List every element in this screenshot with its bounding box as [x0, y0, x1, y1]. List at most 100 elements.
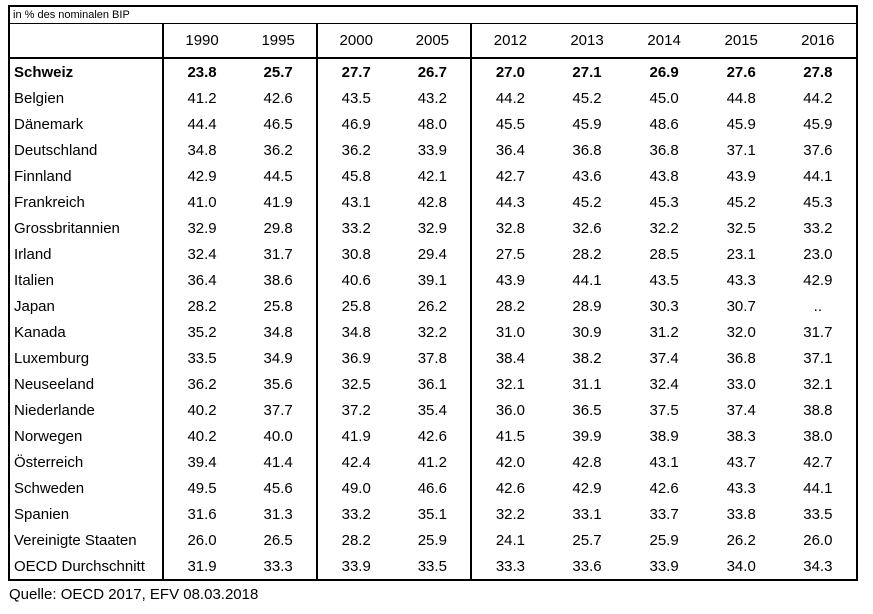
value-cell: 33.5 — [394, 553, 473, 580]
value-cell: 40.2 — [187, 401, 217, 419]
country-label: Frankreich — [9, 189, 164, 215]
year-header-row: 1990 1995 2000 2005 2012 2013 2014 2015 2016 — [9, 23, 857, 59]
value-cell: 42.8 — [572, 453, 602, 471]
value-cell: 42.9 — [187, 167, 217, 185]
table-row: Österreich 39.4 41.4 42.4 41.2 42.0 42.8 43.1 43… — [9, 449, 857, 475]
value-cell: 31.7 — [240, 241, 319, 267]
value-cell: 43.3 — [726, 479, 756, 497]
value-cell: 45.2 — [572, 193, 602, 211]
value-cell: 38.9 — [649, 427, 679, 445]
value-cell: 35.2 — [187, 323, 217, 341]
value-cell: 28.2 — [187, 297, 217, 315]
value-cell: 27.0 — [495, 63, 526, 81]
value-cell: 39.4 — [187, 453, 217, 471]
value-cell: 26.0 — [803, 531, 833, 549]
value-cell: 49.5 — [187, 479, 217, 497]
value-cell: 36.5 — [572, 401, 602, 419]
value-cell: 43.6 — [572, 167, 602, 185]
value-cell: 28.5 — [649, 245, 679, 263]
value-cell: 33.2 — [341, 505, 371, 523]
value-cell: 42.7 — [803, 453, 833, 471]
year-column-header: 2012 — [471, 23, 549, 59]
value-cell: 23.1 — [726, 245, 756, 263]
value-cell: 45.9 — [726, 115, 756, 133]
value-cell: 44.1 — [803, 167, 833, 185]
value-cell: 36.8 — [726, 349, 756, 367]
value-cell: 41.0 — [187, 193, 217, 211]
value-cell: 32.4 — [649, 375, 679, 393]
table-row: Japan 28.2 25.8 25.8 26.2 28.2 28.9 30.3 30.7.. — [9, 293, 857, 319]
value-cell: 32.2 — [649, 219, 679, 237]
table-row: Deutschland 34.8 36.2 36.2 33.9 36.4 36.8 36.8 3… — [9, 137, 857, 163]
year-column-header: 2013 — [548, 23, 626, 59]
value-cell: 32.5 — [341, 375, 371, 393]
value-cell: 33.2 — [341, 219, 371, 237]
value-cell: 28.2 — [341, 531, 371, 549]
value-cell: 26.0 — [187, 531, 217, 549]
value-cell: 35.6 — [240, 371, 319, 397]
value-cell: 36.2 — [341, 141, 371, 159]
value-cell: 32.2 — [394, 319, 473, 345]
country-label: Vereinigte Staaten — [9, 527, 164, 553]
value-cell: 33.9 — [394, 137, 473, 163]
value-cell: 38.0 — [803, 427, 833, 445]
value-cell: 33.7 — [649, 505, 679, 523]
value-cell: 38.4 — [495, 349, 526, 367]
value-cell: 36.2 — [187, 375, 217, 393]
value-cell: 37.1 — [803, 349, 833, 367]
table-row: Kanada 35.2 34.8 34.8 32.2 31.0 30.9 31.2 32.0 31… — [9, 319, 857, 345]
value-cell: 28.9 — [572, 297, 602, 315]
table-row: Frankreich 41.0 41.9 43.1 42.8 44.3 45.2 45.3 45… — [9, 189, 857, 215]
table-row: Neuseeland 36.2 35.6 32.5 36.1 32.1 31.1 32.4 33… — [9, 371, 857, 397]
value-cell: 33.3 — [495, 557, 526, 575]
value-cell: 31.6 — [187, 505, 217, 523]
value-cell: 39.9 — [572, 427, 602, 445]
value-cell: 38.3 — [726, 427, 756, 445]
value-cell: .. — [813, 297, 822, 315]
value-cell: 45.2 — [726, 193, 756, 211]
value-cell: 46.6 — [394, 475, 473, 501]
value-cell: 42.6 — [649, 479, 679, 497]
value-cell: 31.7 — [803, 323, 833, 341]
table-row: Grossbritannien 32.9 29.8 33.2 32.9 32.8 32.6 3… — [9, 215, 857, 241]
value-cell: 41.9 — [341, 427, 371, 445]
value-cell: 42.6 — [394, 423, 473, 449]
value-cell: 42.6 — [495, 479, 526, 497]
table-row: Dänemark 44.4 46.5 46.9 48.0 45.5 45.9 48.6 45.9… — [9, 111, 857, 137]
value-cell: 44.5 — [240, 163, 319, 189]
empty-corner-cell — [9, 23, 164, 59]
value-cell: 36.1 — [394, 371, 473, 397]
country-label: Belgien — [9, 85, 164, 111]
country-label: Neuseeland — [9, 371, 164, 397]
value-cell: 33.8 — [726, 505, 756, 523]
value-cell: 39.1 — [394, 267, 473, 293]
value-cell: 46.5 — [240, 111, 319, 137]
table-unit-note: in % des nominalen BIP — [9, 6, 857, 24]
value-cell: 27.8 — [803, 63, 833, 81]
table-row: OECD Durchschnitt 31.9 33.3 33.9 33.5 33.3 33.… — [9, 553, 857, 580]
value-cell: 45.9 — [803, 115, 833, 133]
year-column-header: 2005 — [394, 23, 473, 59]
value-cell: 37.4 — [726, 401, 756, 419]
value-cell: 32.9 — [187, 219, 217, 237]
value-cell: 30.8 — [341, 245, 371, 263]
value-cell: 37.4 — [649, 349, 679, 367]
country-label: Norwegen — [9, 423, 164, 449]
fiscal-quota-table: in % des nominalen BIP 1990 1995 2000 2005 2… — [8, 5, 858, 581]
value-cell: 23.8 — [187, 63, 217, 81]
value-cell: 33.6 — [572, 557, 602, 575]
value-cell: 32.2 — [495, 505, 526, 523]
value-cell: 25.8 — [240, 293, 319, 319]
year-column-header: 2016 — [779, 23, 857, 59]
value-cell: 43.7 — [726, 453, 756, 471]
country-label: Niederlande — [9, 397, 164, 423]
table-row: Irland 32.4 31.7 30.8 29.4 27.5 28.2 28.5 23.1 23… — [9, 241, 857, 267]
value-cell: 31.3 — [240, 501, 319, 527]
value-cell: 42.9 — [803, 271, 833, 289]
year-column-header: 2015 — [702, 23, 780, 59]
value-cell: 40.0 — [240, 423, 319, 449]
value-cell: 37.2 — [341, 401, 371, 419]
value-cell: 45.5 — [495, 115, 526, 133]
value-cell: 43.9 — [495, 271, 526, 289]
value-cell: 42.9 — [572, 479, 602, 497]
